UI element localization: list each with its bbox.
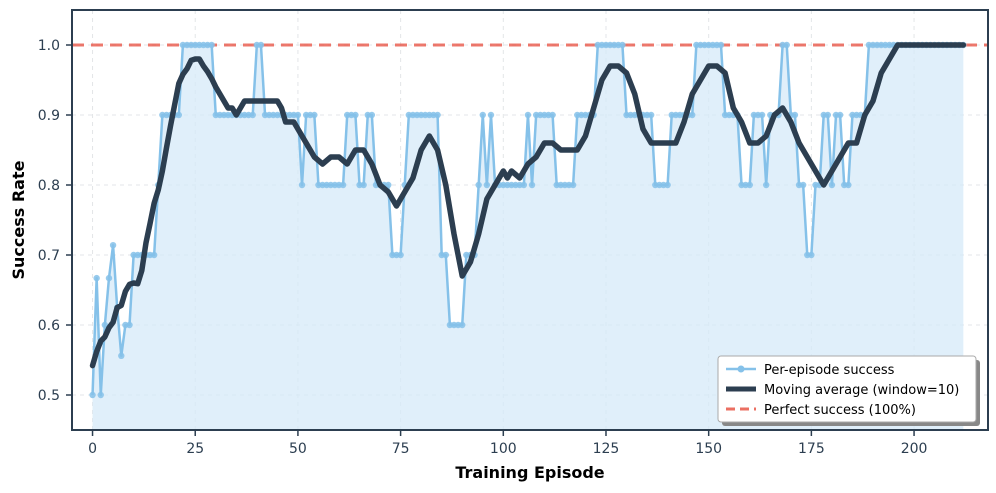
per-episode-point-75 [397, 251, 404, 259]
per-episode-point-61 [339, 181, 347, 189]
per-episode-point-0 [89, 391, 96, 399]
per-episode-point-66 [360, 181, 367, 189]
per-episode-point-86 [442, 251, 449, 259]
x-ticks: 0 25 50 75 100 125 150 175 200 [88, 430, 927, 457]
per-episode-point-173 [799, 181, 807, 189]
per-episode-point-180 [828, 181, 836, 189]
per-episode-point-84 [434, 111, 441, 119]
per-episode-point-4 [105, 274, 113, 282]
fill-area-layer [92, 45, 964, 430]
x-tick-label-5: 125 [593, 441, 620, 457]
per-episode-point-2 [97, 391, 104, 399]
legend-label-per-episode: Per-episode success [764, 363, 895, 378]
per-episode-point-54 [311, 111, 318, 119]
legend: Per-episode success Moving average (wind… [717, 355, 980, 426]
per-episode-point-29 [208, 41, 215, 49]
y-tick-label-4: 0.9 [38, 108, 60, 124]
x-tick-label-2: 50 [289, 441, 307, 457]
x-tick-label-1: 25 [186, 441, 204, 457]
x-tick-label-7: 175 [798, 441, 825, 457]
per-episode-point-136 [647, 111, 655, 119]
success-fill-area [92, 45, 964, 430]
per-episode-point-64 [352, 111, 359, 119]
per-episode-point-9 [126, 321, 133, 329]
per-episode-point-3 [101, 321, 109, 329]
per-episode-point-129 [619, 41, 626, 49]
x-tick-label-4: 100 [490, 441, 517, 457]
x-tick-label-3: 75 [392, 441, 410, 457]
x-tick-label-0: 0 [88, 441, 97, 457]
per-episode-point-51 [298, 181, 306, 189]
per-episode-point-15 [150, 251, 158, 259]
plot-frame [71, 9, 989, 431]
x-axis-title: Training Episode [455, 463, 604, 482]
y-tick-label-0: 0.5 [38, 388, 60, 404]
per-episode-point-106 [524, 111, 532, 119]
x-tick-label-8: 200 [901, 441, 928, 457]
per-episode-point-179 [824, 111, 832, 119]
per-episode-point-160 [746, 181, 753, 189]
per-episode-point-41 [257, 41, 265, 49]
per-episode-point-153 [717, 41, 725, 49]
per-episode-point-97 [487, 111, 495, 119]
y-ticks: 0.5 0.6 0.7 0.8 0.9 1.0 [38, 38, 72, 404]
y-axis-title: Success Rate [9, 160, 28, 279]
y-tick-label-1: 0.6 [38, 318, 60, 334]
legend-swatch-per-episode-marker [737, 365, 745, 373]
per-episode-point-169 [783, 41, 790, 49]
y-tick-label-3: 0.8 [38, 178, 60, 194]
per-episode-point-1 [93, 274, 100, 282]
per-episode-point-94 [475, 181, 482, 189]
per-episode-point-164 [762, 181, 770, 189]
per-episode-point-21 [175, 111, 182, 119]
per-episode-point-146 [689, 111, 696, 119]
per-episode-point-117 [569, 181, 577, 189]
per-episode-point-163 [758, 111, 766, 119]
per-episode-point-5 [109, 242, 117, 249]
per-episode-point-171 [791, 111, 799, 119]
per-episode-point-182 [836, 111, 844, 119]
per-episode-point-107 [528, 181, 536, 189]
per-episode-point-96 [483, 181, 491, 189]
per-episode-point-105 [520, 181, 528, 189]
per-episode-point-7 [118, 352, 125, 359]
per-episode-point-50 [294, 111, 302, 119]
x-tick-label-6: 150 [695, 441, 722, 457]
per-episode-point-90 [459, 321, 466, 329]
moving-average-layer [89, 42, 967, 369]
per-episode-point-95 [479, 111, 486, 119]
y-tick-label-5: 1.0 [38, 38, 60, 54]
per-episode-point-39 [249, 111, 256, 119]
y-tick-label-2: 0.7 [38, 248, 60, 264]
legend-label-reference: Perfect success (100%) [764, 403, 916, 418]
per-episode-point-68 [368, 111, 376, 119]
per-episode-point-175 [808, 251, 815, 259]
per-episode-point-112 [549, 111, 556, 119]
per-episode-point-184 [845, 181, 852, 189]
per-episode-point-72 [385, 181, 392, 189]
moving-average-line [89, 42, 967, 369]
legend-box [717, 355, 977, 423]
legend-label-moving-average: Moving average (window=10) [764, 383, 959, 398]
per-episode-point-140 [664, 181, 671, 189]
